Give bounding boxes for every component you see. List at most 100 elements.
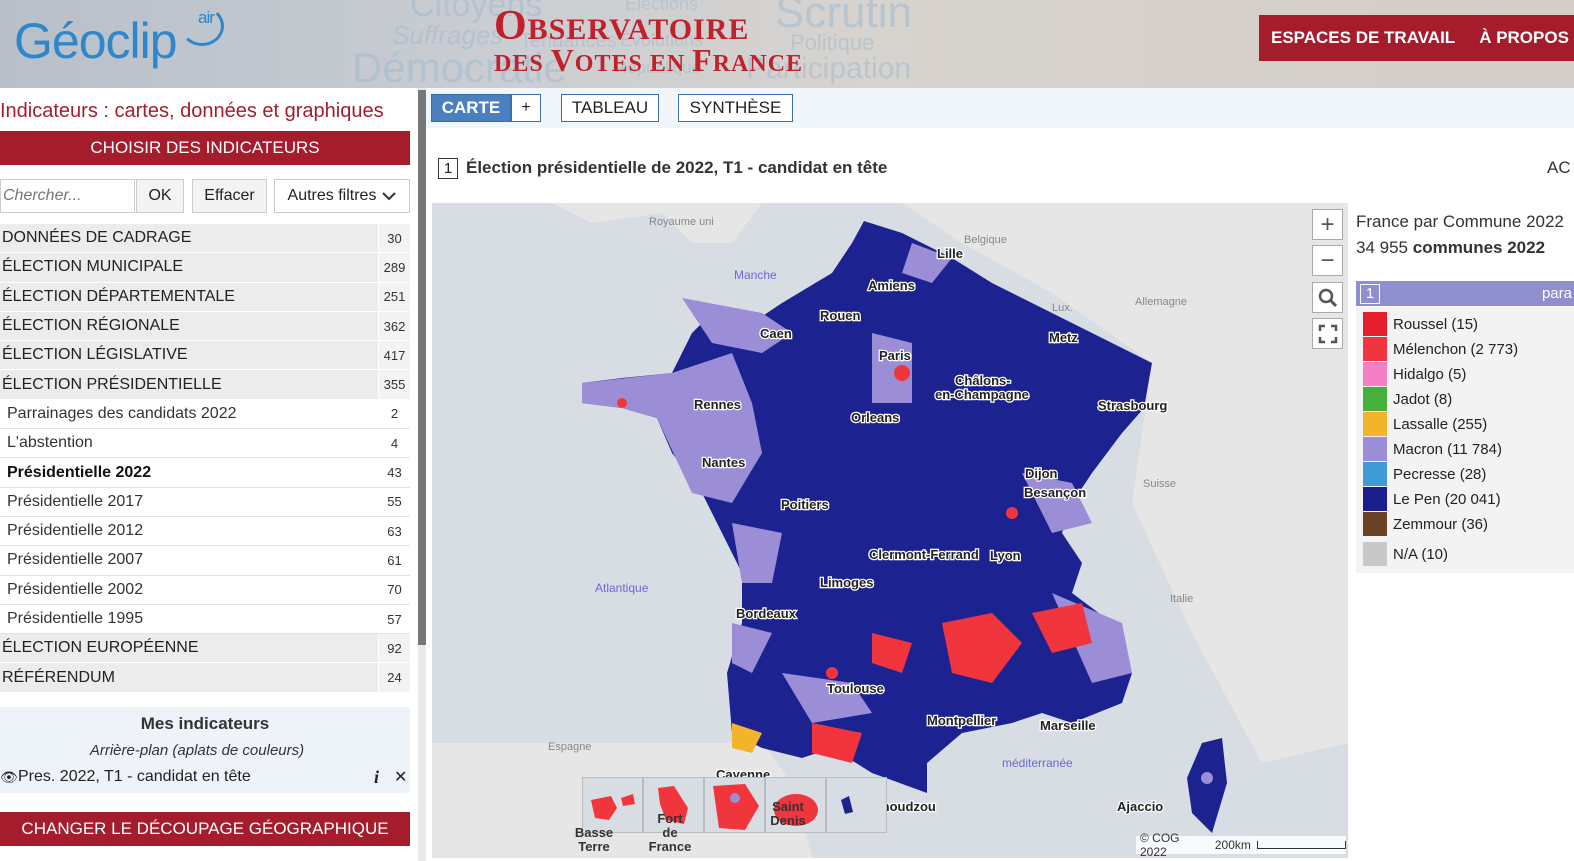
category-row[interactable]: ÉLECTION MUNICIPALE 289 [0,253,410,283]
subcategory-row[interactable]: Présidentielle 2022 43 [0,458,410,488]
legend-item[interactable]: Zemmour (36) [1363,512,1488,536]
category-row[interactable]: ÉLECTION LÉGISLATIVE 417 [0,341,410,371]
row-count: 289 [378,253,410,282]
subcategory-row[interactable]: Présidentielle 2007 61 [0,546,410,576]
row-count: 24 [378,663,410,692]
legend-label: Le Pen (20 041) [1393,490,1501,508]
inset-mayotte[interactable] [826,777,887,833]
legend-item[interactable]: Macron (11 784) [1363,437,1502,461]
legend-label: Jadot (8) [1393,390,1453,408]
row-label: ÉLECTION PRÉSIDENTIELLE [2,375,222,393]
clear-button[interactable]: Effacer [192,179,267,213]
subcategory-row[interactable]: Parrainages des candidats 2022 2 [0,399,410,430]
city-label: Châlons- [955,373,1011,388]
row-count: 63 [378,516,410,546]
eye-icon[interactable]: 👁 [0,768,18,785]
legend-item[interactable]: Mélenchon (2 773) [1363,337,1518,361]
legend-item[interactable]: N/A (10) [1363,542,1448,566]
nav-a-propos[interactable]: À PROPOS [1479,28,1569,47]
close-icon[interactable]: ✕ [394,769,408,786]
inset-guyane[interactable] [704,777,765,833]
subcategory-row[interactable]: Présidentielle 1995 57 [0,604,410,635]
inset-martinique[interactable] [643,777,704,833]
row-label: Présidentielle 2017 [7,492,144,510]
subcategory-row[interactable]: Présidentielle 2017 55 [0,487,410,517]
city-label: Ajaccio [1117,799,1163,814]
choose-indicators-button[interactable]: CHOISIR DES INDICATEURS [0,131,410,165]
banner-word: Évolutions [620,30,704,50]
legend-header-label: para [1541,285,1572,302]
row-count: 55 [378,487,410,516]
city-label: Limoges [820,575,873,590]
legend-header[interactable]: 1 para [1356,281,1574,306]
city-label: Paris [879,348,911,363]
category-row[interactable]: ÉLECTION EUROPÉENNE 92 [0,634,410,664]
row-count: 4 [378,429,410,458]
map-search-icon[interactable] [1312,282,1343,313]
corsica [1187,738,1227,833]
category-row[interactable]: ÉLECTION PRÉSIDENTIELLE 355 [0,370,410,400]
legend-count: 34 955 communes 2022 [1356,238,1546,257]
city-label: Rennes [694,397,741,412]
info-icon[interactable]: i [374,766,380,787]
category-row[interactable]: ÉLECTION RÉGIONALE 362 [0,311,410,342]
category-row[interactable]: DONNÉES DE CADRAGE 30 [0,224,410,254]
legend-item[interactable]: Hidalgo (5) [1363,362,1466,386]
category-row[interactable]: RÉFÉRENDUM 24 [0,663,410,693]
row-label: DONNÉES DE CADRAGE [2,229,192,247]
nav-espaces-de-travail[interactable]: ESPACES DE TRAVAIL [1271,28,1456,47]
banner-word: Suffrages [392,20,504,50]
legend-label: Zemmour (36) [1393,515,1489,533]
uk-land [552,203,762,243]
inset-guadeloupe[interactable] [582,777,643,833]
subcategory-row[interactable]: Présidentielle 2012 63 [0,516,410,547]
legend-item[interactable]: Jadot (8) [1363,387,1452,411]
search-ok-button[interactable]: OK [136,179,184,213]
region-label: Royaume uni [649,216,714,228]
add-map-button[interactable]: + [511,94,541,122]
indicator-category-list: DONNÉES DE CADRAGE 30 ÉLECTION MUNICIPALE 2… [0,224,410,693]
subcategory-row[interactable]: Présidentielle 2002 70 [0,575,410,605]
sidebar-scrollbar[interactable] [418,88,426,861]
zoom-in-button[interactable]: + [1312,209,1343,240]
row-count: 43 [378,458,410,487]
inset-label: de [662,825,678,840]
row-count: 251 [378,282,410,311]
inset-reunion[interactable] [765,777,826,833]
scrollbar-thumb[interactable] [418,90,426,645]
region-label: Allemagne [1135,296,1187,308]
tab-carte[interactable]: CARTE [431,94,511,122]
city-label: Marseille [1040,718,1096,733]
legend-item[interactable]: Pecresse (28) [1363,462,1486,486]
map-canvas[interactable]: Royaume uni Belgique Lux. Allemagne Suis… [432,203,1348,858]
sea-label: méditerranée [1002,756,1073,770]
legend-item[interactable]: Roussel (15) [1363,312,1478,336]
city-label: Nantes [702,455,745,470]
search-input[interactable] [0,179,135,213]
inset-label: Fort [657,811,683,826]
tab-synthese[interactable]: SYNTHÈSE [678,94,793,122]
row-label: Présidentielle 2012 [7,522,144,540]
city-label: en-Champagne [935,387,1029,402]
tab-tableau[interactable]: TABLEAU [561,94,659,122]
legend-swatch [1363,437,1387,461]
row-count: 61 [378,546,410,575]
zoom-out-button[interactable]: − [1312,245,1343,276]
legend-item[interactable]: Le Pen (20 041) [1363,487,1501,511]
row-label: L'abstention [7,434,93,452]
inset-label: Denis [770,813,806,828]
city-label: Caen [760,326,792,341]
legend-title: France par Commune 2022 [1356,212,1564,231]
geoclip-logo[interactable]: Géoclip air [14,8,215,70]
fullscreen-icon[interactable] [1312,318,1343,349]
other-filters-dropdown[interactable]: Autres filtres [274,179,410,213]
change-geography-button[interactable]: CHANGER LE DÉCOUPAGE GÉOGRAPHIQUE [0,812,410,846]
map-title-action[interactable]: AC [1547,158,1571,177]
category-row[interactable]: ÉLECTION DÉPARTEMENTALE 251 [0,282,410,312]
legend-item[interactable]: Lassalle (255) [1363,412,1487,436]
subcategory-row[interactable]: L'abstention 4 [0,429,410,459]
my-indicators-panel [0,707,410,793]
my-indicator-item[interactable]: 👁 Pres. 2022, T1 - candidat en tête i ✕ [0,767,410,787]
row-count: 417 [378,341,410,370]
map-attribution: © COG 2022 200km [1136,831,1346,859]
